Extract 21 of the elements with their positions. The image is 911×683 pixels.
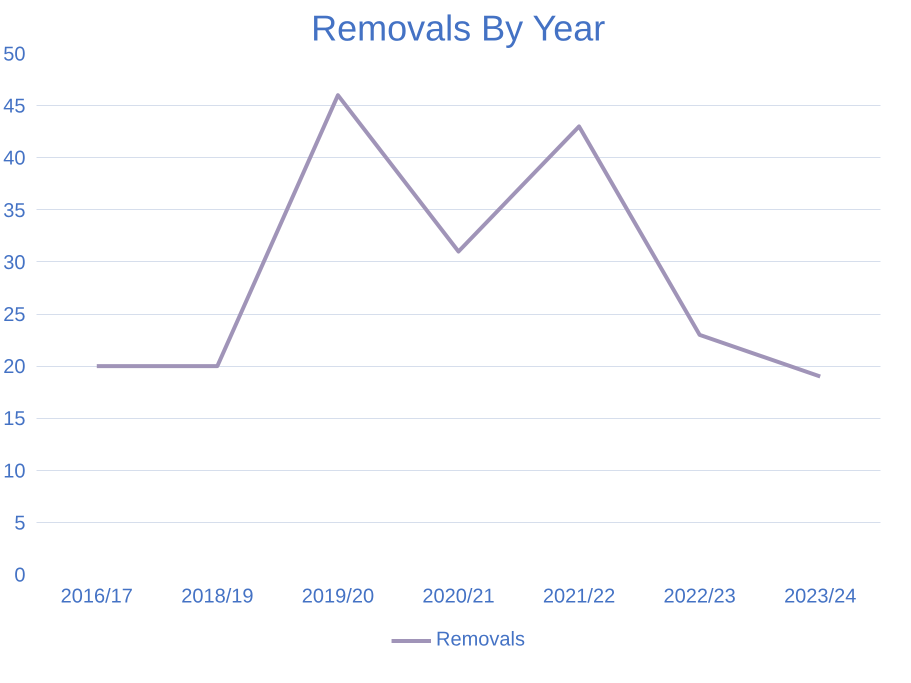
y-tick-label: 45	[3, 96, 26, 118]
y-tick-label: 30	[3, 252, 26, 274]
y-tick-label: 25	[3, 304, 26, 326]
y-tick-label: 0	[14, 564, 26, 586]
y-tick-label: 20	[3, 356, 26, 378]
y-tick-label: 50	[3, 44, 26, 66]
y-tick-label: 10	[3, 460, 26, 482]
x-tick-label: 2018/19	[181, 586, 254, 608]
x-tick-label: 2019/20	[302, 586, 374, 608]
x-tick-label: 2021/22	[542, 586, 616, 608]
legend-label: Removals	[436, 628, 525, 652]
y-tick-label: 15	[3, 408, 26, 430]
line-series	[94, 93, 822, 379]
x-tick-label: 2020/21	[422, 586, 495, 608]
x-tick-label: 2016/17	[60, 586, 133, 608]
chart-title: Removals By Year	[311, 8, 606, 48]
x-tick-label: 2022/23	[663, 586, 736, 608]
y-tick-label: 35	[3, 200, 26, 222]
y-tick-label: 5	[14, 512, 26, 534]
x-tick-label: 2023/24	[784, 586, 856, 608]
y-tick-label: 40	[3, 148, 26, 170]
